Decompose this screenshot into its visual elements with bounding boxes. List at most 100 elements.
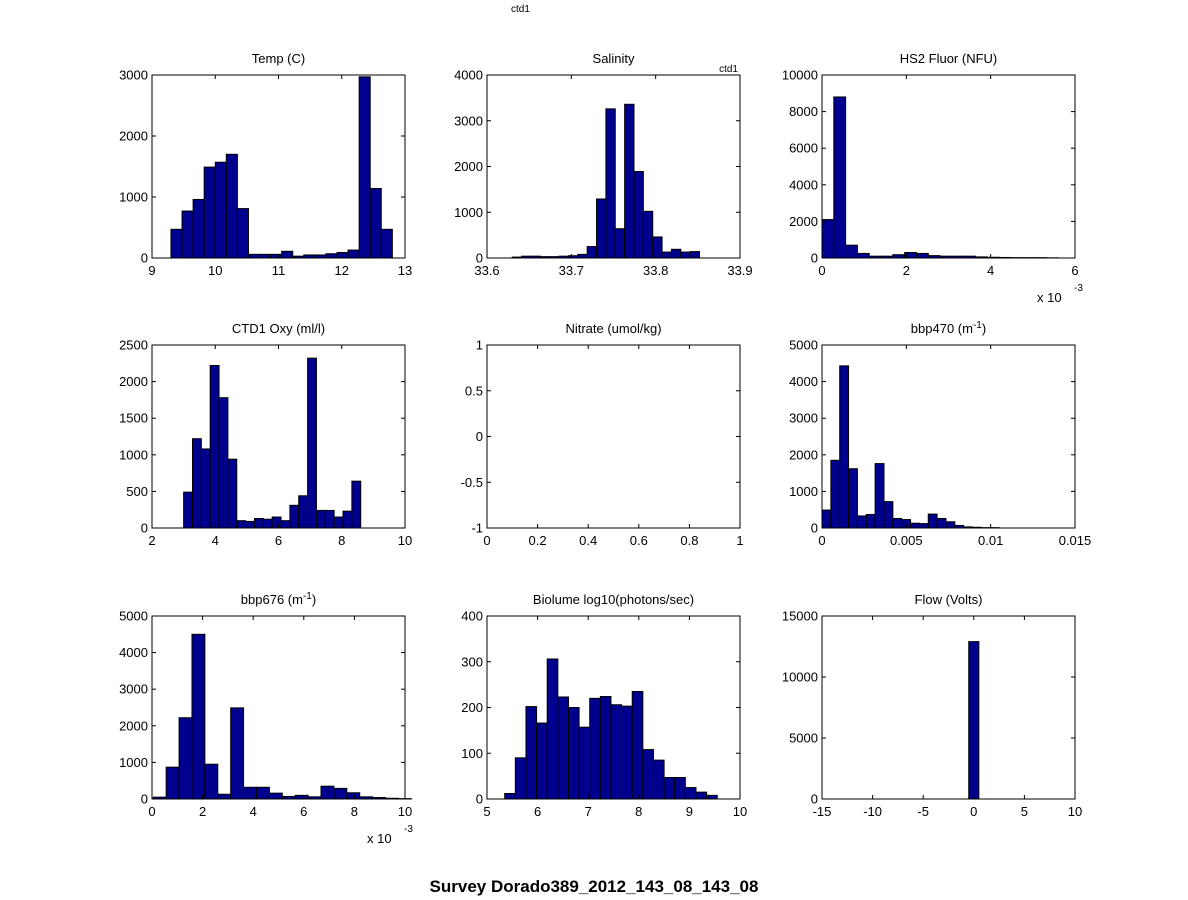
histogram-bar <box>236 208 249 259</box>
histogram-bar <box>307 796 322 800</box>
panel-title: Salinity <box>593 51 635 66</box>
histogram-bar <box>596 198 607 259</box>
y-tick-label: 1000 <box>119 755 148 770</box>
x-tick-label: 2 <box>148 533 155 548</box>
histogram-bar <box>247 253 261 259</box>
y-tick-label: 15000 <box>782 609 818 624</box>
x-tick-label: 10 <box>208 263 222 278</box>
y-tick-label: 1000 <box>119 190 148 205</box>
histogram-panel-1: 33.6 33.7 33.8 33.9 0 1000 2000 3000 4000 Salinit… <box>454 51 753 278</box>
x-tick-label: 1 <box>736 533 743 548</box>
histogram-bar <box>521 255 532 259</box>
histogram-bar <box>998 256 1012 259</box>
x-tick-label: 4 <box>250 804 257 819</box>
histogram-bar <box>663 776 676 800</box>
y-tick-label: 0 <box>141 251 148 266</box>
y-tick-label: 2000 <box>789 447 818 462</box>
histogram-bar <box>567 707 580 800</box>
x-tick-label: 9 <box>148 263 155 278</box>
histogram-bar <box>621 705 633 800</box>
histogram-bar <box>191 633 206 800</box>
panel-title: bbp470 (m-1) <box>911 320 986 336</box>
y-tick-label: 3000 <box>454 113 483 128</box>
histogram-bar <box>270 253 283 259</box>
histogram-panel-5: 0 0.005 0.01 0.015 0 1000 2000 3000 4000 5000 bbp4… <box>789 320 1091 548</box>
histogram-bar <box>325 253 338 259</box>
x-tick-label: 0.01 <box>978 533 1003 548</box>
y-tick-label: 1 <box>476 338 483 353</box>
histogram-bar <box>968 641 980 800</box>
y-tick-label: 5000 <box>789 338 818 353</box>
y-tick-label: 5000 <box>119 609 148 624</box>
histogram-bar <box>578 726 591 800</box>
y-tick-label: 2000 <box>119 129 148 144</box>
histogram-bar <box>599 696 612 800</box>
histogram-bar <box>558 255 569 259</box>
histogram-bar <box>268 792 283 800</box>
y-tick-label: 2500 <box>119 338 148 353</box>
y-tick-label: 2000 <box>789 214 818 229</box>
histogram-bar <box>539 256 551 259</box>
x-tick-label: 6 <box>1071 263 1078 278</box>
histogram-bar <box>217 793 232 800</box>
histogram-bar <box>298 495 309 529</box>
y-tick-label: 8000 <box>789 104 818 119</box>
axes-box <box>486 344 741 529</box>
histogram-bar <box>974 256 988 259</box>
histogram-bar <box>652 236 663 259</box>
histogram-bar <box>865 513 876 529</box>
y-tick-label: 100 <box>461 746 483 761</box>
x-tick-label: 4 <box>212 533 219 548</box>
histogram-bar <box>170 228 183 259</box>
x-tick-label: 4 <box>987 263 994 278</box>
panel-title: Biolume log10(photons/sec) <box>533 592 694 607</box>
x-tick-label: 0.015 <box>1059 533 1092 548</box>
x-tick-label: 0 <box>818 263 825 278</box>
histogram-bar <box>652 759 665 800</box>
histogram-bar <box>883 501 894 529</box>
histogram-bar <box>536 722 548 800</box>
y-tick-label: 2000 <box>454 159 483 174</box>
histogram-bar <box>892 517 903 529</box>
histogram-bar <box>347 249 360 259</box>
x-tick-label: -15 <box>813 804 832 819</box>
histogram-bar <box>209 364 220 529</box>
panel-title: Temp (C) <box>252 51 305 66</box>
histogram-bar <box>336 252 349 259</box>
y-tick-label: 0 <box>811 251 818 266</box>
x-tick-label: 33.9 <box>727 263 752 278</box>
y-tick-label: 0.5 <box>465 383 483 398</box>
histogram-panel-0: 9 10 11 12 13 0 1000 2000 3000 Temp (C) <box>119 51 412 278</box>
y-tick-label: 1000 <box>789 484 818 499</box>
x-tick-label: 8 <box>338 533 345 548</box>
histogram-bar <box>303 254 316 259</box>
histogram-bar <box>631 690 644 800</box>
y-tick-label: 0 <box>476 429 483 444</box>
x-tick-label: 12 <box>335 263 349 278</box>
histogram-bar <box>557 696 569 800</box>
histogram-bar <box>642 210 654 259</box>
axes-box <box>821 344 1076 529</box>
histogram-bar <box>315 509 326 529</box>
figure-top-label: ctd1 <box>511 4 530 15</box>
axes-box <box>821 615 1076 800</box>
x-tick-label: 10 <box>398 804 412 819</box>
x-tick-label: 5 <box>1021 804 1028 819</box>
x-tick-label: 0 <box>818 533 825 548</box>
histogram-bar <box>203 166 216 259</box>
y-tick-label: 0 <box>476 792 483 807</box>
histogram-bar <box>214 161 227 259</box>
histogram-bar <box>951 255 965 259</box>
y-tick-label: 1000 <box>119 447 148 462</box>
histogram-bar <box>236 520 247 529</box>
histogram-bar <box>674 776 686 800</box>
histogram-bar <box>963 255 976 259</box>
y-tick-label: 4000 <box>789 177 818 192</box>
histogram-bar <box>280 520 291 529</box>
histogram-bar <box>848 468 858 529</box>
histogram-bar <box>856 515 867 529</box>
histogram-bar <box>342 510 353 529</box>
x-tick-label: 6 <box>534 804 541 819</box>
histogram-bar <box>868 255 882 259</box>
